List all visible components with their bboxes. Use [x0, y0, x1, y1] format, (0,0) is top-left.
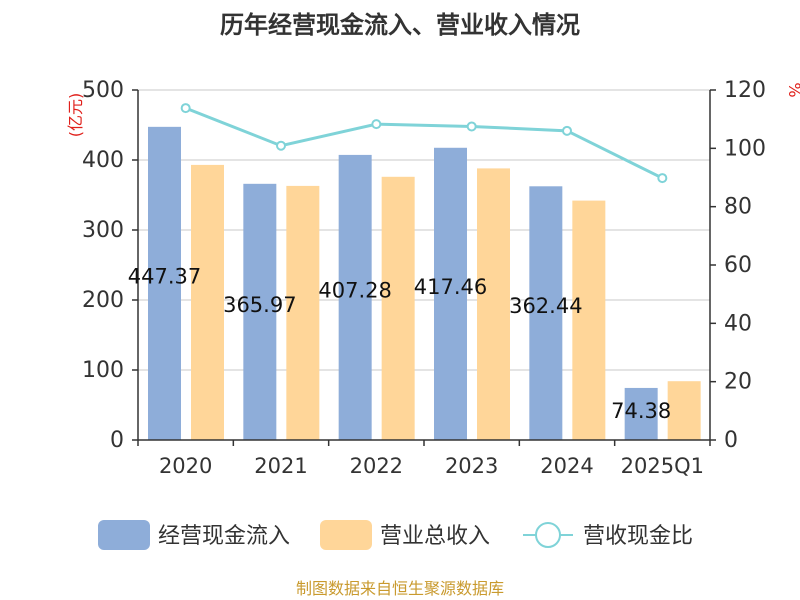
right-tick-label: 20	[724, 370, 752, 395]
right-tick-label: 0	[724, 428, 738, 453]
data-label: 365.97	[223, 293, 296, 317]
left-tick-label: 400	[82, 148, 124, 173]
bars	[148, 126, 701, 441]
line-point	[562, 125, 572, 136]
legend-label: 营业总收入	[380, 524, 490, 549]
x-tick-label: 2020	[159, 454, 212, 478]
left-tick-label: 300	[82, 218, 124, 243]
right-tick-label: 40	[724, 311, 752, 336]
right-tick-label: 60	[724, 253, 752, 278]
bar-revenue	[477, 168, 510, 440]
source-note: 制图数据来自恒生聚源数据库	[296, 579, 504, 598]
data-labels: 447.37 365.97 407.28 417.46 362.44 74.38	[128, 264, 671, 423]
right-tick-label: 100	[724, 136, 766, 161]
line-point	[276, 140, 286, 151]
right-tick-label: 80	[724, 195, 752, 220]
bar-cash-inflow	[148, 126, 181, 440]
left-tick-label: 500	[82, 78, 124, 103]
line-point	[371, 119, 382, 130]
line-point	[466, 121, 477, 132]
legend-swatch-marker	[535, 522, 561, 548]
bar-cash-inflow	[529, 186, 563, 440]
left-tick-label: 0	[110, 428, 124, 453]
legend-label: 营收现金比	[583, 524, 693, 549]
legend-label: 经营现金流入	[158, 524, 290, 549]
bar-revenue	[667, 381, 701, 440]
bar-cash-inflow	[243, 183, 277, 441]
x-tick-label: 2024	[540, 454, 593, 478]
data-label: 362.44	[509, 294, 582, 318]
axes: 0 100 200 300 400 500 0 20 40 60 80 100 120 2020 2021 2…	[82, 78, 766, 478]
bar-revenue	[572, 200, 606, 440]
line-series	[180, 103, 668, 184]
line-point	[180, 103, 191, 114]
right-tick-label: 120	[724, 78, 766, 103]
x-tick-label: 2022	[350, 454, 403, 478]
line-ratio	[185, 106, 663, 180]
left-axis-unit: (亿元)	[66, 93, 85, 138]
x-tick-label: 2023	[445, 454, 498, 478]
x-tick-label: 2021	[254, 454, 307, 478]
data-label: 417.46	[414, 275, 487, 299]
right-axis-unit: %	[785, 82, 800, 97]
bar-revenue	[381, 176, 415, 441]
bar-cash-inflow	[624, 387, 658, 440]
legend: 经营现金流入 营业总收入 营收现金比	[98, 520, 693, 550]
data-label: 407.28	[318, 278, 391, 302]
gridlines	[138, 89, 710, 371]
bar-cash-inflow	[434, 147, 467, 440]
data-label: 74.38	[611, 399, 671, 423]
x-tick-label: 2025Q1	[621, 454, 704, 478]
left-tick-label: 200	[82, 288, 124, 313]
line-point	[657, 173, 668, 184]
legend-swatch	[320, 520, 372, 550]
bar-revenue	[191, 164, 224, 440]
chart-title: 历年经营现金流入、营业收入情况	[220, 11, 580, 39]
bar-revenue	[286, 185, 320, 440]
data-label: 447.37	[128, 264, 201, 288]
legend-swatch	[98, 520, 150, 550]
left-tick-label: 100	[82, 358, 124, 383]
bar-cash-inflow	[338, 154, 372, 441]
